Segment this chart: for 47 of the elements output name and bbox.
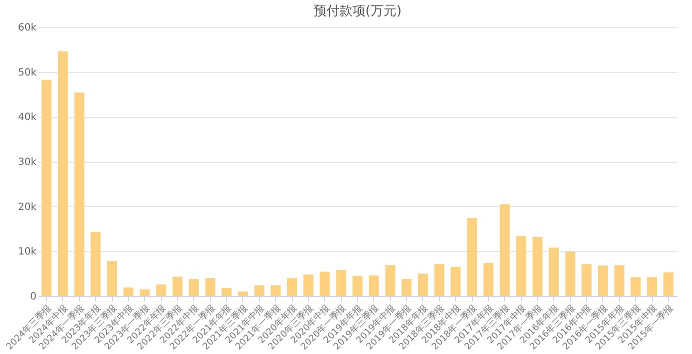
bar <box>663 272 674 296</box>
bar <box>434 264 444 296</box>
bar <box>42 80 52 296</box>
y-tick-label: 30k <box>18 157 37 168</box>
bar <box>238 292 248 296</box>
bar <box>352 276 362 296</box>
bar <box>565 252 576 296</box>
bar <box>532 236 542 296</box>
bar <box>156 284 166 296</box>
bar <box>548 248 559 296</box>
bar <box>270 285 281 296</box>
bar <box>107 261 118 296</box>
y-tick-label: 0 <box>30 292 36 302</box>
bar <box>320 272 330 296</box>
bar <box>516 236 526 296</box>
bar <box>336 270 346 296</box>
bar <box>58 51 68 296</box>
bar <box>303 274 314 296</box>
y-tick-label: 20k <box>18 202 37 213</box>
bar <box>123 287 134 296</box>
bar <box>402 278 412 296</box>
bar <box>385 265 396 296</box>
y-tick-label: 40k <box>18 112 37 124</box>
bar <box>467 218 478 296</box>
bar <box>647 277 658 296</box>
y-tick-label: 60k <box>18 22 37 34</box>
bar <box>598 266 608 296</box>
y-tick-label: 10k <box>18 246 37 258</box>
bar <box>205 278 216 296</box>
bar <box>287 278 298 296</box>
bar <box>222 288 232 296</box>
bar <box>450 266 461 296</box>
bar <box>188 278 199 296</box>
bar <box>172 276 182 296</box>
bar <box>630 277 641 296</box>
chart-title: 预付款项(万元) <box>313 4 402 19</box>
bar <box>418 274 428 296</box>
y-tick-label: 50k <box>18 67 37 78</box>
bar <box>254 285 264 296</box>
bar <box>140 289 150 296</box>
bar <box>500 204 510 296</box>
bar <box>90 232 101 296</box>
bar <box>614 265 624 296</box>
bar <box>368 275 379 296</box>
bar <box>74 92 84 296</box>
bar <box>483 262 494 296</box>
bar <box>582 264 592 296</box>
